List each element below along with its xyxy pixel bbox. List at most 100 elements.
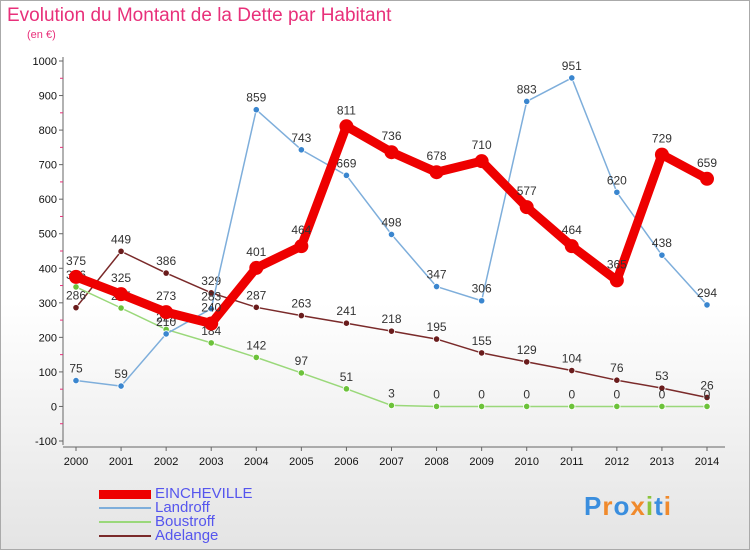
data-label: 97 (295, 354, 309, 368)
data-label: 729 (652, 132, 672, 146)
data-point (384, 145, 399, 160)
data-point (297, 146, 305, 154)
data-label: 883 (517, 82, 537, 96)
y-tick-label: 300 (39, 298, 57, 310)
data-label: 51 (340, 370, 354, 384)
data-point (252, 303, 260, 311)
data-point (339, 119, 354, 134)
data-label: 59 (114, 367, 128, 381)
data-label: 306 (472, 282, 492, 296)
data-point (478, 297, 486, 305)
data-label: 620 (607, 173, 627, 187)
data-point (72, 304, 80, 312)
data-label: 449 (111, 232, 131, 246)
data-label: 577 (517, 184, 537, 198)
legend-swatch-landroff (99, 507, 151, 509)
data-label: 75 (69, 362, 83, 376)
logo-letter: x (630, 491, 646, 521)
legend-item-boustroff[interactable]: Boustroff (99, 513, 253, 530)
data-label: 710 (472, 138, 492, 152)
data-point (432, 402, 441, 411)
legend-label-eincheville: EINCHEVILLE (155, 485, 253, 502)
data-point (609, 273, 624, 288)
data-label: 464 (291, 223, 311, 237)
x-tick-label: 2005 (289, 456, 313, 468)
data-point (252, 106, 260, 114)
proxiti-logo[interactable]: Proxiti (584, 491, 672, 522)
legend-swatch-boustroff (99, 521, 151, 523)
data-point (658, 384, 666, 392)
data-label: 0 (478, 387, 485, 401)
legend-label-boustroff: Boustroff (155, 513, 215, 530)
data-label: 155 (472, 334, 492, 348)
data-point (159, 305, 174, 320)
x-tick-label: 2009 (469, 456, 493, 468)
data-label: 365 (607, 257, 627, 271)
data-point (478, 349, 486, 357)
x-tick-label: 2010 (514, 456, 538, 468)
data-point (432, 335, 441, 343)
legend-swatch-eincheville (99, 489, 151, 499)
y-tick-label: 500 (39, 229, 57, 241)
data-label: 283 (201, 290, 221, 304)
data-point (658, 402, 666, 411)
data-point (162, 269, 170, 277)
data-point (297, 369, 305, 377)
data-point (72, 283, 80, 291)
data-label: 951 (562, 59, 582, 73)
y-tick-label: 1000 (33, 56, 57, 68)
legend-swatch-adelange (99, 535, 151, 537)
legend: EINCHEVILLE Landroff Boustroff Adelange (99, 485, 253, 543)
unit-label: (en €) (27, 29, 56, 41)
data-point (342, 385, 351, 393)
data-point (432, 282, 441, 291)
x-tick-label: 2003 (199, 456, 223, 468)
data-label: 286 (66, 289, 86, 303)
data-label: 53 (655, 369, 669, 383)
data-label: 0 (523, 387, 530, 401)
data-point (703, 301, 711, 309)
data-label: 104 (562, 352, 582, 366)
data-point (474, 154, 489, 169)
x-tick-label: 2013 (650, 456, 674, 468)
data-point (613, 402, 621, 411)
data-label: 0 (614, 387, 621, 401)
data-point (294, 239, 309, 254)
data-label: 129 (517, 343, 537, 357)
logo-letter: o (613, 491, 631, 521)
data-point (568, 402, 576, 411)
data-point (523, 402, 531, 411)
data-label: 0 (568, 387, 575, 401)
legend-item-eincheville[interactable]: EINCHEVILLE (99, 485, 253, 502)
data-label: 195 (427, 320, 447, 334)
logo-letter: P (584, 491, 603, 521)
legend-item-landroff[interactable]: Landroff (99, 500, 253, 515)
x-tick-label: 2004 (244, 456, 268, 468)
data-label: 287 (246, 288, 266, 302)
data-point (654, 147, 669, 162)
data-point (478, 402, 486, 411)
data-label: 811 (337, 103, 356, 117)
legend-item-adelange[interactable]: Adelange (99, 528, 253, 543)
data-label: 294 (697, 286, 717, 300)
y-tick-label: 400 (39, 263, 57, 275)
data-point (568, 74, 576, 82)
logo-letter: i (663, 491, 672, 521)
data-point (387, 230, 396, 239)
data-point (297, 311, 305, 320)
x-tick-label: 2000 (64, 456, 88, 468)
data-label: 240 (201, 301, 221, 315)
y-tick-label: 0 (51, 401, 57, 413)
x-tick-label: 2011 (560, 456, 584, 468)
data-point (523, 358, 531, 366)
data-label: 210 (156, 315, 176, 329)
data-point (69, 269, 83, 284)
data-point (568, 366, 576, 375)
data-label: 659 (697, 156, 717, 170)
x-tick-label: 2001 (109, 456, 133, 468)
data-point (703, 402, 711, 411)
data-point (72, 376, 80, 385)
data-label: 142 (246, 338, 266, 352)
y-tick-label: 200 (39, 332, 57, 344)
